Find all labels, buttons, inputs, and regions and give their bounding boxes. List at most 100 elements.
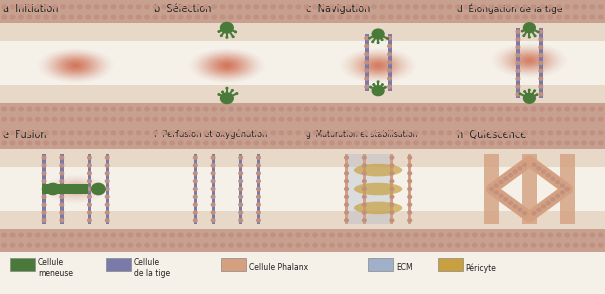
Circle shape [431,117,435,121]
Circle shape [19,131,23,135]
Circle shape [499,194,503,198]
Circle shape [304,107,309,111]
Circle shape [313,5,317,9]
Bar [151,103,302,126]
Circle shape [390,188,394,191]
Circle shape [345,195,348,198]
Circle shape [42,211,46,214]
Circle shape [120,243,124,247]
Circle shape [280,117,284,121]
Circle shape [574,233,578,237]
Circle shape [69,15,74,19]
Circle shape [321,117,325,121]
Bar [560,154,575,224]
Circle shape [321,233,325,237]
Circle shape [257,156,260,159]
Circle shape [414,5,418,9]
Bar [257,154,260,224]
Ellipse shape [212,59,242,72]
Circle shape [408,172,411,175]
Circle shape [355,243,359,247]
Circle shape [506,141,511,145]
Circle shape [60,195,64,198]
Circle shape [364,233,368,237]
Circle shape [94,5,99,9]
Circle shape [257,195,260,198]
Circle shape [271,243,275,247]
Circle shape [137,15,141,19]
Circle shape [378,42,379,43]
FancyBboxPatch shape [105,258,131,271]
Circle shape [506,233,511,237]
Circle shape [77,131,82,135]
Circle shape [414,15,418,19]
Circle shape [120,131,124,135]
Bar [151,23,302,41]
Circle shape [204,131,208,135]
Circle shape [551,177,555,180]
Circle shape [211,164,215,167]
Bar [0,85,151,103]
Circle shape [220,141,225,145]
Circle shape [120,15,124,19]
Circle shape [456,5,460,9]
Circle shape [504,198,508,201]
Circle shape [540,107,544,111]
Circle shape [405,131,410,135]
Circle shape [405,15,410,19]
Circle shape [464,233,468,237]
Circle shape [414,233,418,237]
Circle shape [574,131,578,135]
Circle shape [69,131,74,135]
Circle shape [304,5,309,9]
Ellipse shape [60,59,91,72]
Ellipse shape [375,64,381,67]
Circle shape [345,156,348,159]
Circle shape [195,15,200,19]
Circle shape [372,41,373,42]
Circle shape [170,131,174,135]
Circle shape [464,243,468,247]
Circle shape [296,243,301,247]
Circle shape [405,5,410,9]
Circle shape [364,5,368,9]
Circle shape [77,107,82,111]
Circle shape [204,117,208,121]
Circle shape [111,15,116,19]
Circle shape [388,131,393,135]
Bar [388,34,392,91]
Circle shape [220,5,225,9]
Circle shape [490,188,494,191]
Circle shape [137,107,141,111]
Circle shape [546,201,550,204]
Circle shape [61,243,65,247]
Circle shape [582,15,586,19]
Bar [454,0,605,23]
Circle shape [229,243,234,247]
Circle shape [42,219,46,222]
Bar [0,229,151,252]
Circle shape [229,141,234,145]
Ellipse shape [361,58,396,73]
Circle shape [518,167,522,170]
Circle shape [355,107,359,111]
Circle shape [548,15,552,19]
Circle shape [128,243,132,247]
Circle shape [111,117,116,121]
Circle shape [304,15,309,19]
Circle shape [431,243,435,247]
Circle shape [390,211,394,214]
Circle shape [523,141,528,145]
Circle shape [145,107,149,111]
Circle shape [212,131,217,135]
Circle shape [61,141,65,145]
Circle shape [590,243,595,247]
Circle shape [598,243,603,247]
Bar [0,0,151,23]
Circle shape [61,233,65,237]
Ellipse shape [354,164,402,176]
Circle shape [364,141,368,145]
Circle shape [574,5,578,9]
Circle shape [598,117,603,121]
Circle shape [27,5,31,9]
